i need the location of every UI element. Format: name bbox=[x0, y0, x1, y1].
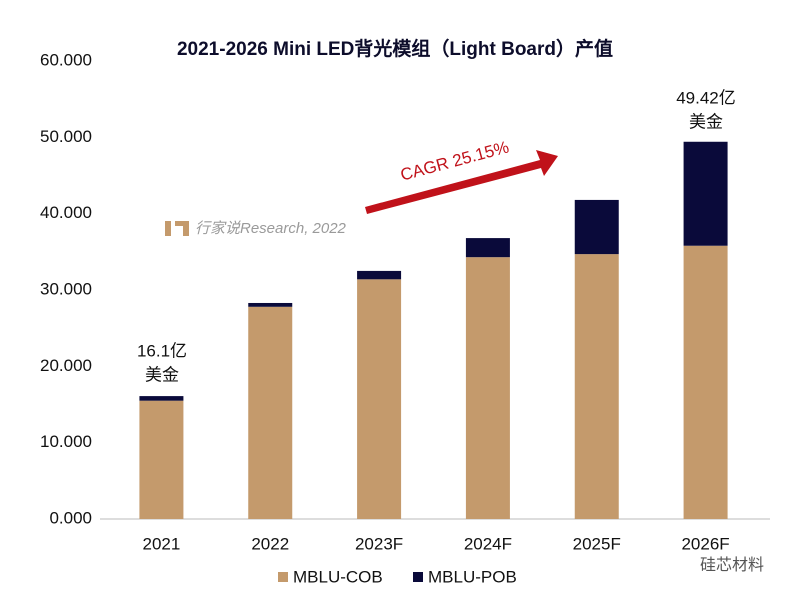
bar-segment bbox=[248, 302, 293, 307]
y-tick-label: 40.000 bbox=[40, 203, 92, 222]
bar-segment bbox=[139, 396, 184, 401]
x-tick-label: 2025F bbox=[573, 534, 621, 553]
annotation: 硅芯材料 bbox=[700, 556, 764, 574]
y-tick-label: 30.000 bbox=[40, 279, 92, 298]
y-tick-label: 60.000 bbox=[40, 50, 92, 69]
y-tick-label: 50.000 bbox=[40, 127, 92, 146]
annotation: 行家说Research, 2022 bbox=[195, 220, 347, 237]
bar-segment bbox=[683, 141, 728, 246]
legend-label: MBLU-POB bbox=[428, 567, 517, 586]
y-tick-label: 0.000 bbox=[49, 508, 92, 527]
legend-swatch bbox=[413, 572, 423, 582]
y-tick-label: 20.000 bbox=[40, 356, 92, 375]
x-tick-label: 2021 bbox=[143, 534, 181, 553]
x-tick-label: 2026F bbox=[681, 534, 729, 553]
annotation: 美金 bbox=[145, 365, 179, 384]
bar-segment bbox=[574, 254, 619, 519]
bar-segment bbox=[465, 257, 510, 519]
bar-segment bbox=[357, 279, 402, 519]
bar-segment bbox=[139, 400, 184, 519]
annotation: 16.1亿 bbox=[137, 341, 187, 360]
x-tick-label: 2024F bbox=[464, 534, 512, 553]
y-tick-label: 10.000 bbox=[40, 432, 92, 451]
x-tick-label: 2022 bbox=[251, 534, 289, 553]
bar-segment bbox=[465, 238, 510, 258]
bar-segment bbox=[683, 245, 728, 519]
cagr-arrow bbox=[365, 150, 558, 214]
watermark-logo bbox=[165, 221, 189, 236]
bar-segment bbox=[248, 306, 293, 519]
x-tick-label: 2023F bbox=[355, 534, 403, 553]
annotation: 49.42亿 bbox=[676, 88, 736, 107]
legend-label: MBLU-COB bbox=[293, 567, 383, 586]
annotation: 美金 bbox=[689, 112, 723, 131]
chart-title: 2021-2026 Mini LED背光模组（Light Board）产值 bbox=[177, 37, 613, 60]
bar-segment bbox=[574, 199, 619, 255]
bar-segment bbox=[357, 270, 402, 280]
legend-swatch bbox=[278, 572, 288, 582]
